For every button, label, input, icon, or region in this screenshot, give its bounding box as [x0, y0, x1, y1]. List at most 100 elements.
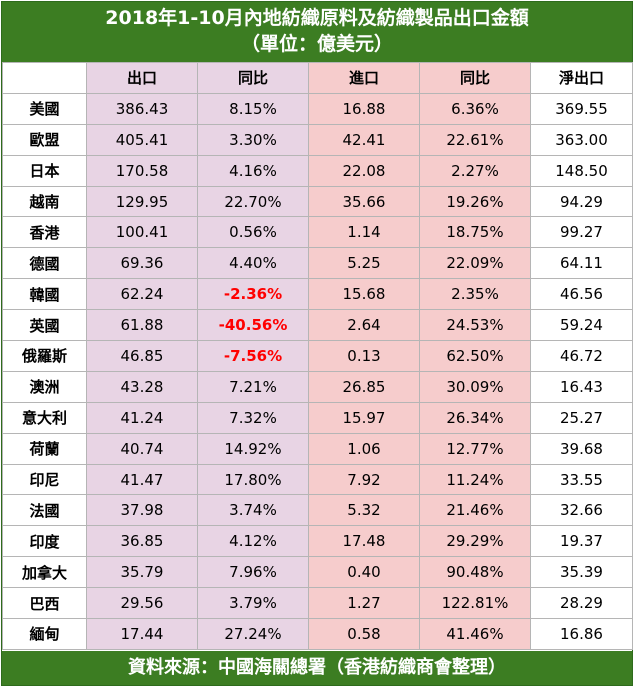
header-net-export: 淨出口: [530, 62, 633, 94]
export-cell: 405.41: [86, 123, 198, 156]
export-yoy-cell: 8.15%: [197, 92, 309, 125]
region-cell: 英國: [2, 309, 87, 342]
export-yoy-cell: 17.80%: [197, 463, 309, 496]
import-cell: 17.48: [308, 525, 420, 558]
export-cell: 35.79: [86, 556, 198, 589]
export-cell: 29.56: [86, 587, 198, 620]
net-export-cell: 32.66: [530, 494, 633, 527]
net-export-cell: 33.55: [530, 463, 633, 496]
export-cell: 43.28: [86, 370, 198, 403]
export-cell: 41.47: [86, 463, 198, 496]
region-cell: 意大利: [2, 401, 87, 434]
region-cell: 香港: [2, 216, 87, 249]
import-yoy-cell: 62.50%: [419, 340, 531, 372]
net-export-cell: 19.37: [530, 525, 633, 558]
export-yoy-cell: 4.12%: [197, 525, 309, 558]
region-cell: 緬甸: [2, 618, 87, 650]
table-row: 英國 61.88 -40.56% 2.64 24.53% 59.24: [2, 309, 633, 342]
table-row: 意大利 41.24 7.32% 15.97 26.34% 25.27: [2, 401, 633, 434]
export-yoy-cell: 4.40%: [197, 247, 309, 280]
import-cell: 7.92: [308, 463, 420, 496]
export-cell: 386.43: [86, 92, 198, 125]
net-export-cell: 39.68: [530, 432, 633, 465]
import-cell: 16.88: [308, 92, 420, 125]
table-body: 美國 386.43 8.15% 16.88 6.36% 369.55 歐盟 405.41 3.3…: [2, 92, 633, 650]
import-cell: 35.66: [308, 185, 420, 218]
export-cell: 62.24: [86, 278, 198, 311]
header-export: 出口: [86, 62, 198, 94]
table-title: 2018年1-10月內地紡織原料及紡織製品出口金額: [105, 7, 529, 29]
net-export-cell: 59.24: [530, 309, 633, 342]
source-footer: 資料來源：中國海關總署（香港紡織商會整理）: [2, 651, 632, 685]
import-cell: 22.08: [308, 154, 420, 187]
net-export-cell: 28.29: [530, 587, 633, 620]
table-row: 印度 36.85 4.12% 17.48 29.29% 19.37: [2, 525, 633, 558]
import-yoy-cell: 29.29%: [419, 525, 531, 558]
header-import-yoy: 同比: [419, 62, 531, 94]
import-cell: 1.27: [308, 587, 420, 620]
export-cell: 69.36: [86, 247, 198, 280]
export-yoy-cell: 3.74%: [197, 494, 309, 527]
net-export-cell: 16.86: [530, 618, 633, 650]
region-cell: 巴西: [2, 587, 87, 620]
region-cell: 韓國: [2, 278, 87, 311]
net-export-cell: 64.11: [530, 247, 633, 280]
region-cell: 俄羅斯: [2, 340, 87, 372]
table-row: 巴西 29.56 3.79% 1.27 122.81% 28.29: [2, 587, 633, 620]
export-yoy-cell: 0.56%: [197, 216, 309, 249]
net-export-cell: 46.56: [530, 278, 633, 311]
export-yoy-cell: 22.70%: [197, 185, 309, 218]
export-cell: 46.85: [86, 340, 198, 372]
table-row: 法國 37.98 3.74% 5.32 21.46% 32.66: [2, 494, 633, 527]
export-yoy-cell: 27.24%: [197, 618, 309, 650]
table-row: 緬甸 17.44 27.24% 0.58 41.46% 16.86: [2, 618, 633, 650]
export-yoy-cell: -2.36%: [197, 278, 309, 311]
title-bar: 2018年1-10月內地紡織原料及紡織製品出口金額 （單位：億美元）: [2, 2, 632, 62]
export-cell: 40.74: [86, 432, 198, 465]
import-yoy-cell: 22.61%: [419, 123, 531, 156]
region-cell: 美國: [2, 92, 87, 125]
table-unit: （單位：億美元）: [240, 33, 393, 55]
import-cell: 2.64: [308, 309, 420, 342]
export-cell: 36.85: [86, 525, 198, 558]
export-cell: 17.44: [86, 618, 198, 650]
export-yoy-cell: 3.30%: [197, 123, 309, 156]
export-cell: 41.24: [86, 401, 198, 434]
import-yoy-cell: 24.53%: [419, 309, 531, 342]
table-row: 澳洲 43.28 7.21% 26.85 30.09% 16.43: [2, 370, 633, 403]
export-cell: 170.58: [86, 154, 198, 187]
import-cell: 0.40: [308, 556, 420, 589]
table-row: 越南 129.95 22.70% 35.66 19.26% 94.29: [2, 185, 633, 218]
import-cell: 1.14: [308, 216, 420, 249]
table-row: 香港 100.41 0.56% 1.14 18.75% 99.27: [2, 216, 633, 249]
export-yoy-cell: 7.32%: [197, 401, 309, 434]
region-cell: 荷蘭: [2, 432, 87, 465]
export-yoy-cell: 7.96%: [197, 556, 309, 589]
header-import: 進口: [308, 62, 420, 94]
export-yoy-cell: 3.79%: [197, 587, 309, 620]
export-yoy-cell: 14.92%: [197, 432, 309, 465]
region-cell: 德國: [2, 247, 87, 280]
import-yoy-cell: 18.75%: [419, 216, 531, 249]
import-cell: 5.25: [308, 247, 420, 280]
net-export-cell: 369.55: [530, 92, 633, 125]
import-yoy-cell: 19.26%: [419, 185, 531, 218]
net-export-cell: 35.39: [530, 556, 633, 589]
net-export-cell: 148.50: [530, 154, 633, 187]
import-cell: 42.41: [308, 123, 420, 156]
import-yoy-cell: 122.81%: [419, 587, 531, 620]
export-yoy-cell: -40.56%: [197, 309, 309, 342]
table-row: 德國 69.36 4.40% 5.25 22.09% 64.11: [2, 247, 633, 280]
export-yoy-cell: 4.16%: [197, 154, 309, 187]
export-yoy-cell: -7.56%: [197, 340, 309, 372]
region-cell: 日本: [2, 154, 87, 187]
table-row: 印尼 41.47 17.80% 7.92 11.24% 33.55: [2, 463, 633, 496]
trade-table: 出口 同比 進口 同比 淨出口 美國 386.43 8.15% 16.88 6.36% 3…: [2, 62, 633, 650]
import-yoy-cell: 26.34%: [419, 401, 531, 434]
region-cell: 澳洲: [2, 370, 87, 403]
net-export-cell: 363.00: [530, 123, 633, 156]
import-yoy-cell: 2.27%: [419, 154, 531, 187]
region-cell: 法國: [2, 494, 87, 527]
table-row: 歐盟 405.41 3.30% 42.41 22.61% 363.00: [2, 123, 633, 156]
